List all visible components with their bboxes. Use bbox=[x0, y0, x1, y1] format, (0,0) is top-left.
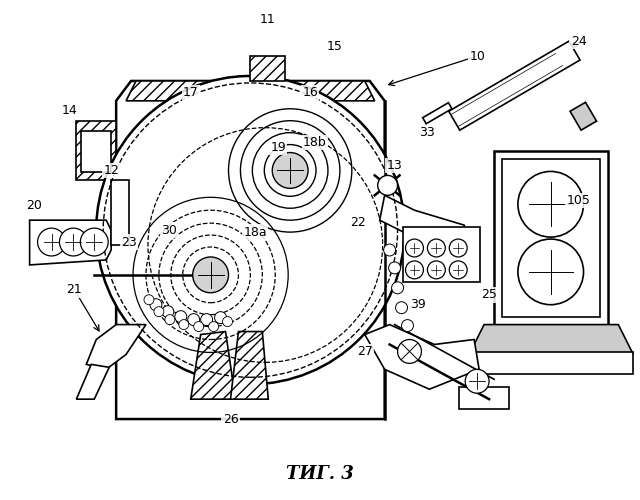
Circle shape bbox=[165, 314, 175, 324]
Text: 17: 17 bbox=[183, 86, 198, 100]
Text: 13: 13 bbox=[387, 159, 403, 172]
Circle shape bbox=[144, 294, 154, 304]
Circle shape bbox=[60, 228, 87, 256]
Bar bbox=[460, 387, 509, 409]
Text: 27: 27 bbox=[357, 345, 372, 358]
Circle shape bbox=[428, 261, 445, 279]
Text: 12: 12 bbox=[103, 164, 119, 177]
Text: 20: 20 bbox=[26, 198, 42, 212]
Text: 15: 15 bbox=[327, 40, 343, 52]
Circle shape bbox=[150, 298, 162, 310]
Polygon shape bbox=[86, 324, 146, 370]
Bar bbox=[469, 352, 633, 374]
Polygon shape bbox=[126, 81, 374, 101]
Circle shape bbox=[406, 261, 424, 279]
Circle shape bbox=[406, 239, 424, 257]
Circle shape bbox=[223, 316, 232, 326]
Text: 18a: 18a bbox=[244, 226, 267, 238]
Text: 39: 39 bbox=[410, 298, 426, 311]
Circle shape bbox=[383, 244, 396, 256]
Circle shape bbox=[465, 370, 489, 393]
Circle shape bbox=[193, 257, 228, 293]
Text: 30: 30 bbox=[161, 224, 177, 236]
Circle shape bbox=[428, 239, 445, 257]
Circle shape bbox=[396, 302, 408, 314]
Text: 14: 14 bbox=[61, 104, 77, 118]
Text: 23: 23 bbox=[121, 236, 137, 248]
Polygon shape bbox=[250, 56, 285, 81]
Polygon shape bbox=[365, 324, 479, 389]
Bar bbox=[81, 130, 111, 172]
Circle shape bbox=[401, 320, 413, 332]
Text: 18b: 18b bbox=[303, 136, 327, 149]
Circle shape bbox=[188, 314, 200, 326]
Circle shape bbox=[518, 172, 584, 237]
Polygon shape bbox=[76, 120, 116, 180]
Polygon shape bbox=[380, 196, 469, 250]
Circle shape bbox=[449, 239, 467, 257]
Polygon shape bbox=[116, 81, 385, 419]
Text: 33: 33 bbox=[420, 126, 435, 139]
Text: 19: 19 bbox=[270, 141, 286, 154]
Text: 22: 22 bbox=[350, 216, 365, 228]
Bar bbox=[111, 180, 129, 245]
Circle shape bbox=[272, 152, 308, 188]
Text: 16: 16 bbox=[302, 86, 318, 100]
Circle shape bbox=[81, 228, 108, 256]
Circle shape bbox=[96, 76, 404, 384]
Bar bbox=[502, 158, 600, 316]
Polygon shape bbox=[422, 102, 452, 124]
Circle shape bbox=[154, 306, 164, 316]
Bar bbox=[403, 227, 480, 282]
Text: 24: 24 bbox=[571, 34, 586, 48]
Polygon shape bbox=[191, 332, 236, 399]
Circle shape bbox=[179, 320, 189, 330]
Circle shape bbox=[162, 306, 174, 318]
Circle shape bbox=[518, 239, 584, 304]
Circle shape bbox=[449, 261, 467, 279]
Polygon shape bbox=[29, 220, 111, 265]
Circle shape bbox=[38, 228, 65, 256]
Circle shape bbox=[378, 176, 397, 196]
Text: 11: 11 bbox=[259, 13, 275, 26]
Polygon shape bbox=[230, 332, 268, 399]
Circle shape bbox=[175, 310, 187, 322]
Text: 21: 21 bbox=[67, 284, 83, 296]
Circle shape bbox=[397, 340, 421, 363]
Circle shape bbox=[194, 322, 204, 332]
Circle shape bbox=[388, 262, 401, 274]
Circle shape bbox=[209, 322, 219, 332]
Bar bbox=[494, 150, 609, 324]
Text: 26: 26 bbox=[223, 412, 238, 426]
Text: 25: 25 bbox=[481, 288, 497, 301]
Circle shape bbox=[201, 314, 212, 326]
Text: ΤИГ. 3: ΤИГ. 3 bbox=[286, 465, 354, 483]
Circle shape bbox=[392, 282, 404, 294]
Circle shape bbox=[214, 312, 227, 324]
Polygon shape bbox=[76, 364, 109, 399]
Polygon shape bbox=[570, 102, 596, 130]
Polygon shape bbox=[449, 41, 580, 130]
Text: 105: 105 bbox=[566, 194, 591, 207]
Text: 10: 10 bbox=[469, 50, 485, 62]
Polygon shape bbox=[469, 324, 633, 354]
